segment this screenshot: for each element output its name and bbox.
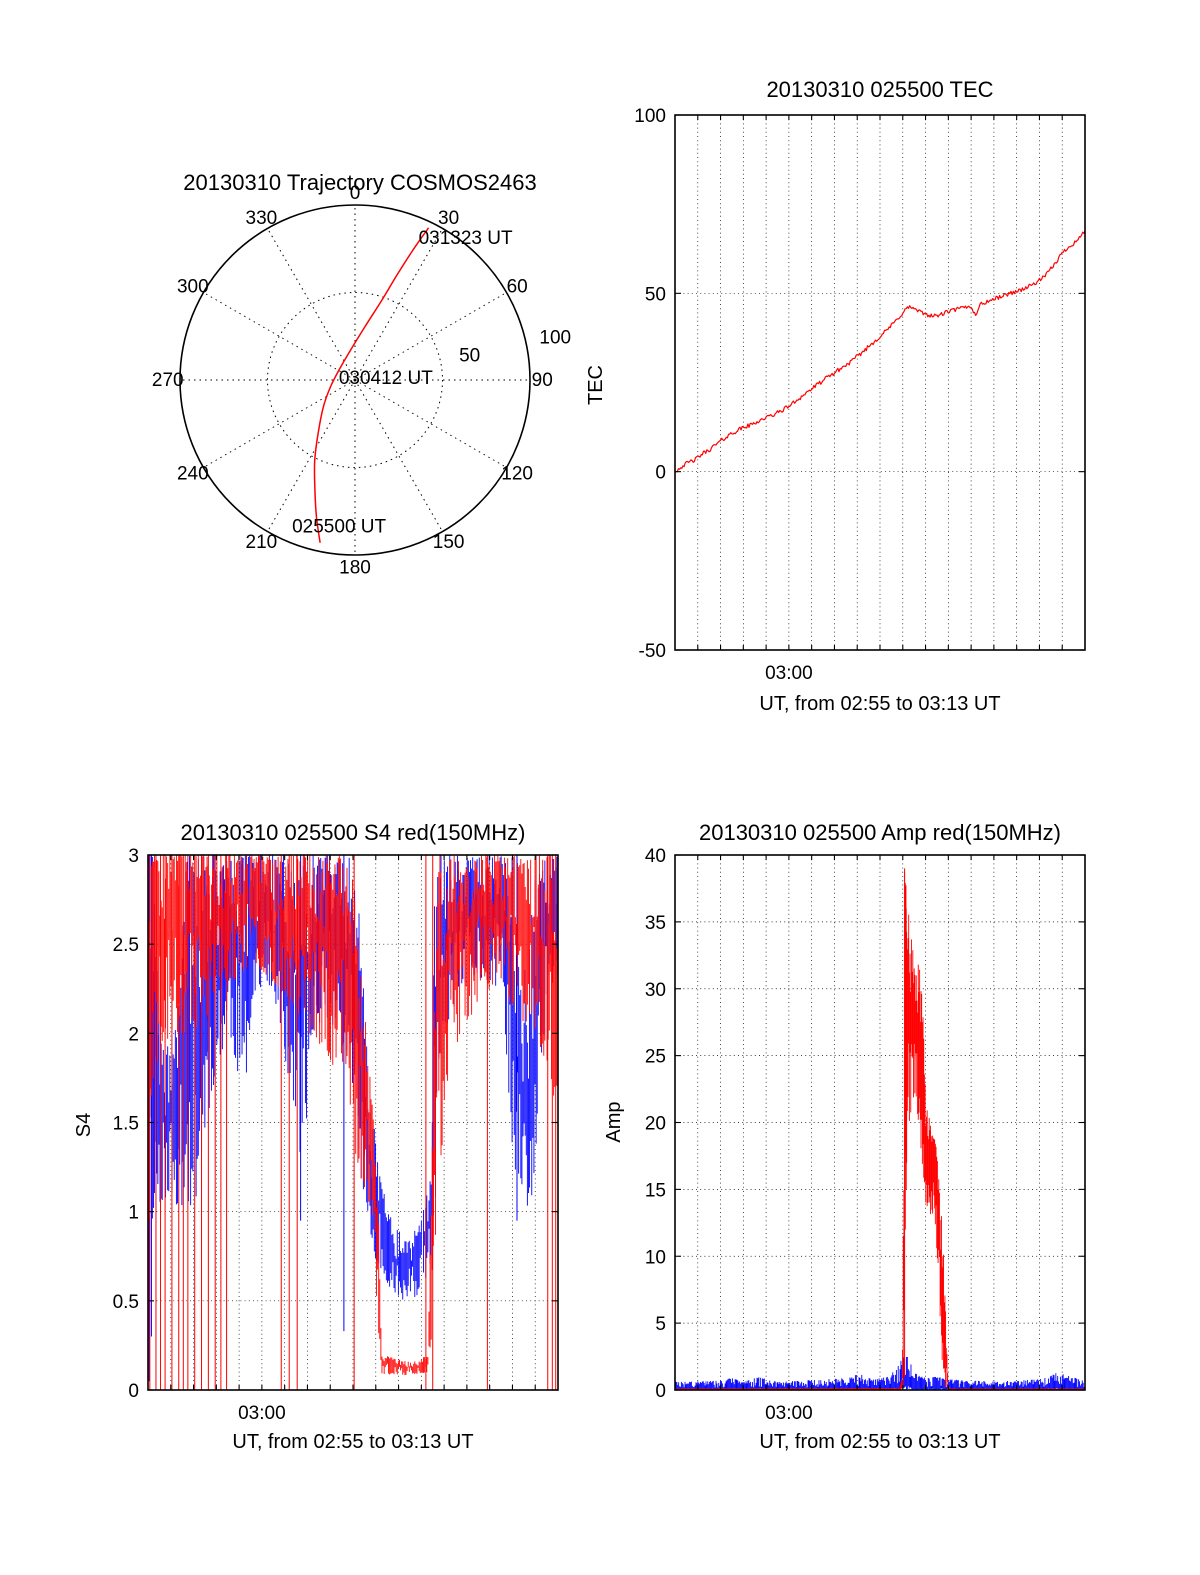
y-tick-label: 2: [128, 1024, 139, 1045]
y-tick-label: 0.5: [113, 1292, 139, 1313]
tec-x-axis-label: UT, from 02:55 to 03:13 UT: [759, 693, 1000, 715]
azimuth-tick-label: 30: [438, 208, 459, 229]
y-tick-labels: 0 5 10 15 20 25 30 35 40: [645, 846, 666, 1402]
azimuth-tick-label: 270: [152, 370, 184, 391]
amp-title: 20130310 025500 Amp red(150MHz): [699, 820, 1061, 845]
azimuth-tick-label: 300: [177, 276, 209, 297]
azimuth-tick-label: 180: [339, 557, 371, 578]
amp-blue-series: [674, 1356, 1086, 1390]
plot-series: [147, 855, 559, 1390]
trajectory-polar-panel: 20130310 Trajectory COSMOS2463 0 30 60 90 12…: [152, 170, 571, 579]
y-tick-label: 25: [645, 1047, 666, 1068]
y-tick-label: 5: [655, 1314, 666, 1335]
y-tick-label: 1: [128, 1203, 139, 1224]
azimuth-tick-label: 150: [433, 532, 465, 553]
axis-ticks: [675, 114, 1085, 651]
azimuth-tick-label: 210: [246, 532, 278, 553]
trajectory-time-annotation: 030412 UT: [339, 368, 433, 389]
y-tick-label: 0: [655, 1381, 666, 1402]
y-tick-label: 10: [645, 1247, 666, 1268]
gridlines: [675, 855, 1085, 1390]
radial-tick-label: 100: [539, 327, 571, 348]
x-tick-label: 03:00: [238, 1403, 286, 1424]
trajectory-path: [313, 227, 430, 543]
azimuth-tick-label: 240: [177, 464, 209, 485]
x-tick-label: 03:00: [765, 1403, 813, 1424]
azimuth-tick-label: 120: [501, 464, 533, 485]
x-tick-label: 03:00: [765, 663, 813, 684]
plot-series: [674, 868, 1086, 1390]
plot-series: [674, 230, 1086, 473]
y-tick-label: 35: [645, 913, 666, 934]
y-tick-labels: 0 0.5 1 1.5 2 2.5 3: [113, 846, 139, 1402]
y-tick-label: 50: [645, 284, 666, 305]
gridlines: [675, 115, 1085, 650]
amp-x-axis-label: UT, from 02:55 to 03:13 UT: [759, 1431, 1000, 1453]
amp-red-series: [674, 872, 1086, 1390]
axis-ticks: [675, 854, 1085, 1391]
y-tick-label: 2.5: [113, 935, 139, 956]
tec-line: [674, 230, 1086, 473]
polar-outer-circle: [179, 204, 531, 556]
y-tick-label: 20: [645, 1114, 666, 1135]
azimuth-tick-labels: 0 30 60 90 120 150 180 210 240 270 300 330: [152, 183, 553, 579]
y-tick-label: 1.5: [113, 1114, 139, 1135]
trajectory-time-annotation: 025500 UT: [292, 517, 386, 538]
tec-chart-panel: 20130310 025500 TEC TEC UT, from 02:55 t…: [585, 77, 1086, 715]
amp-red-burst-spikes: [904, 868, 907, 1377]
s4-y-axis-label: S4: [73, 1113, 95, 1137]
trajectory-annotations: 031323 UT 030412 UT 025500 UT: [292, 228, 513, 538]
y-tick-label: 100: [634, 106, 666, 127]
trajectory-title: 20130310 Trajectory COSMOS2463: [183, 170, 536, 195]
s4-red-series: [147, 855, 559, 1376]
polar-grid: [180, 205, 530, 555]
azimuth-tick-label: 90: [532, 370, 553, 391]
y-tick-label: -50: [639, 641, 666, 662]
tec-y-axis-label: TEC: [585, 365, 607, 405]
radial-tick-label: 50: [459, 346, 480, 367]
azimuth-tick-label: 330: [246, 208, 278, 229]
tec-title: 20130310 025500 TEC: [766, 77, 993, 102]
s4-title: 20130310 025500 S4 red(150MHz): [181, 820, 526, 845]
y-tick-labels: -50 0 50 100: [634, 106, 666, 662]
y-tick-label: 30: [645, 980, 666, 1001]
y-tick-label: 3: [128, 846, 139, 867]
y-tick-label: 40: [645, 846, 666, 867]
s4-x-axis-label: UT, from 02:55 to 03:13 UT: [232, 1431, 473, 1453]
y-tick-label: 0: [655, 463, 666, 484]
axis-ticks: [148, 854, 558, 1391]
y-tick-label: 0: [128, 1381, 139, 1402]
azimuth-tick-label: 0: [350, 183, 361, 204]
azimuth-tick-label: 60: [507, 276, 528, 297]
amp-chart-panel: 20130310 025500 Amp red(150MHz) Amp UT, …: [603, 820, 1086, 1453]
s4-chart-panel: 20130310 025500 S4 red(150MHz) S4 UT, fr…: [73, 820, 559, 1453]
y-tick-label: 15: [645, 1180, 666, 1201]
trajectory-time-annotation: 031323 UT: [419, 228, 513, 249]
amp-y-axis-label: Amp: [603, 1101, 625, 1142]
radial-tick-labels: 50 100: [459, 327, 571, 366]
